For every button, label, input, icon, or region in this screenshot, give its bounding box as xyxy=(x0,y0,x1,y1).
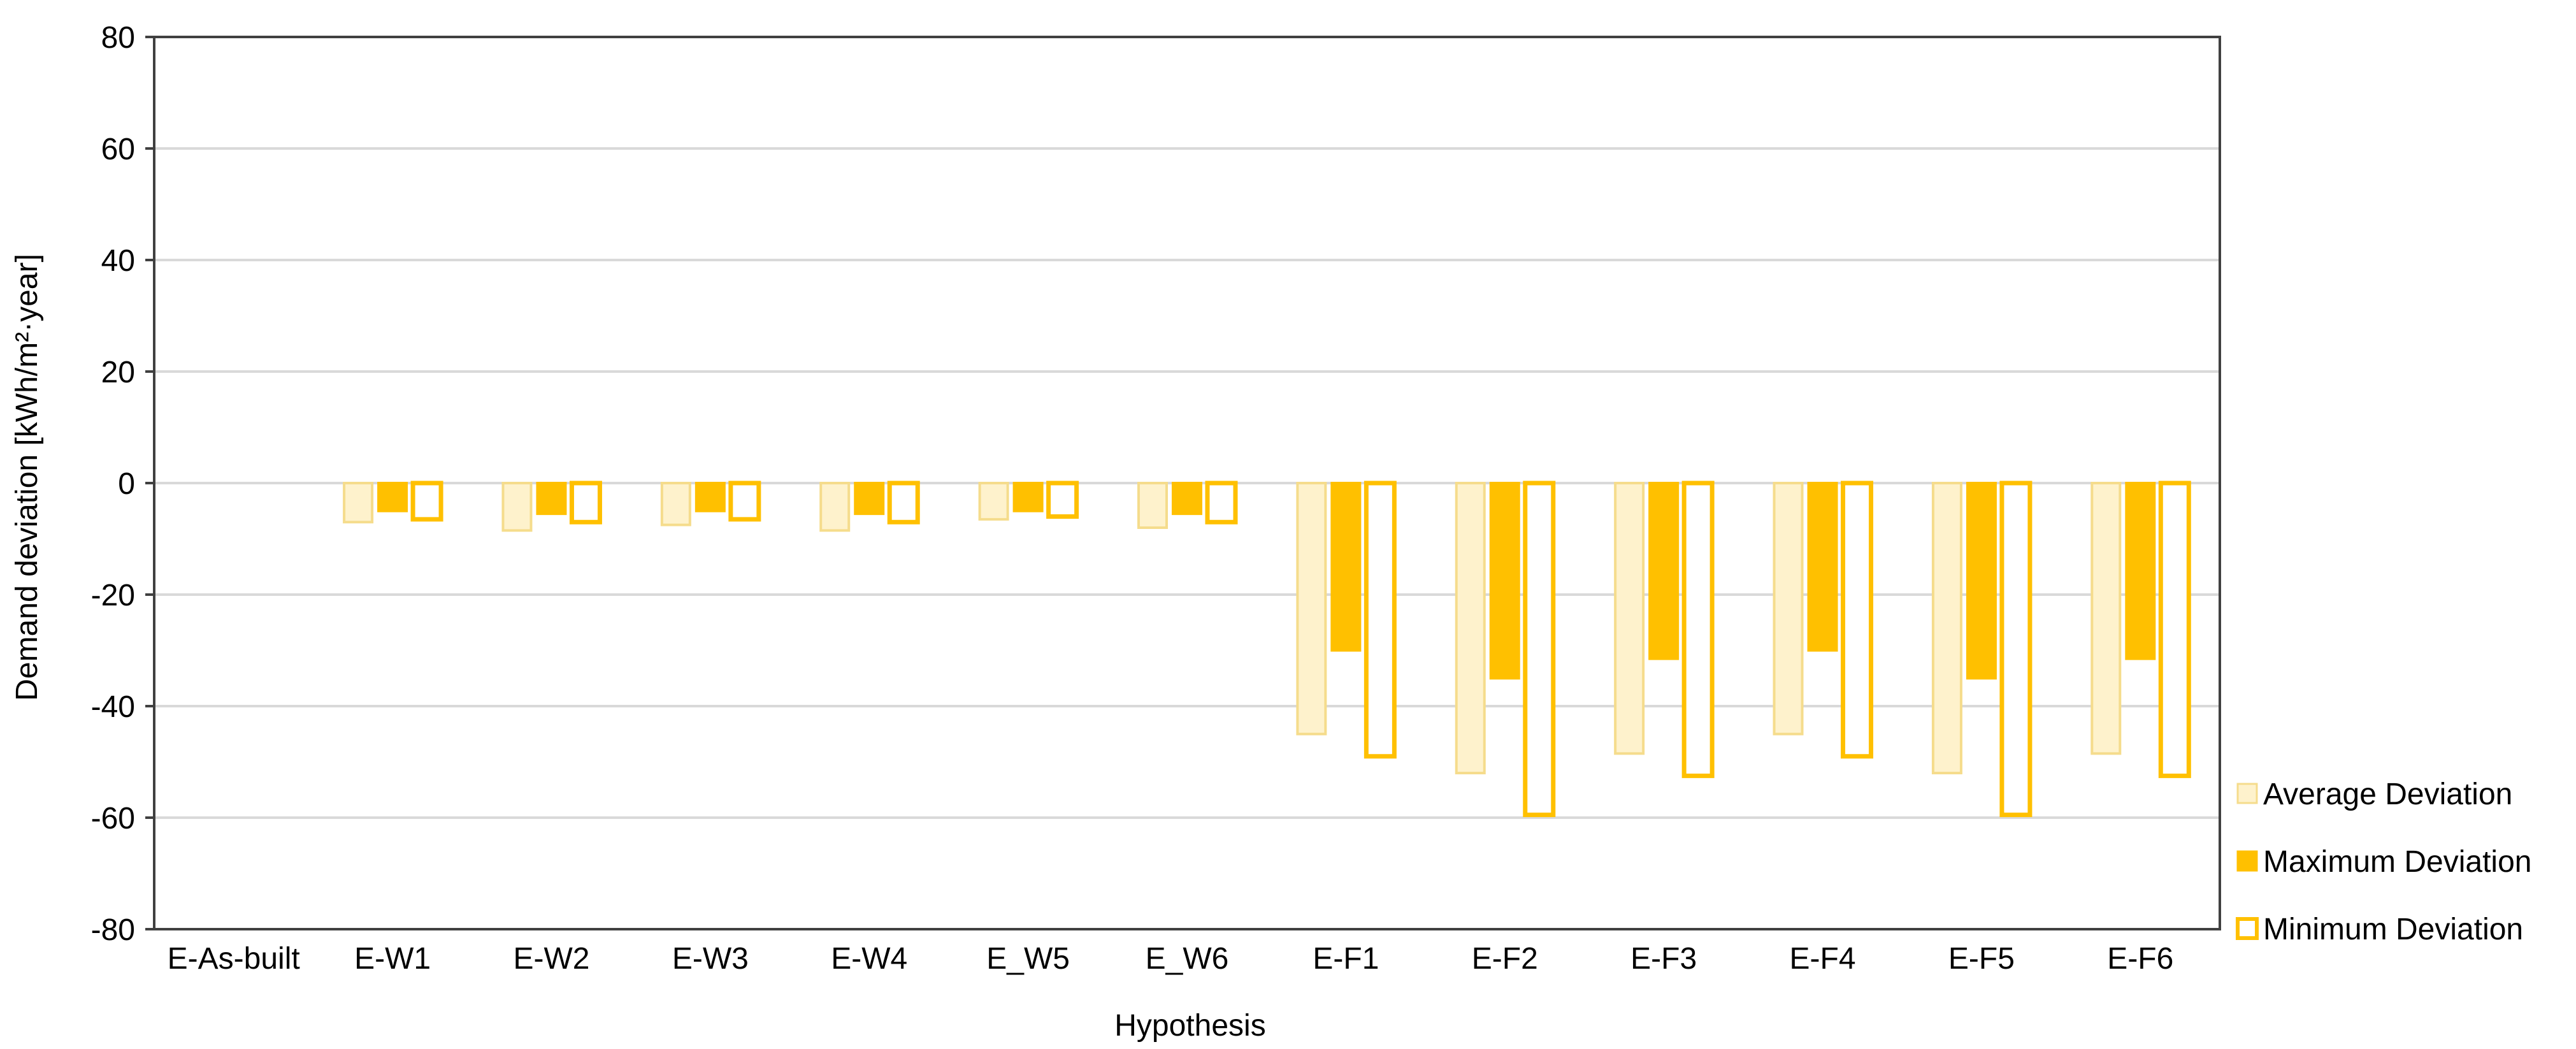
y-tick-label: 80 xyxy=(101,21,135,55)
bar-average-deviation xyxy=(978,482,1009,521)
bar-minimum-deviation xyxy=(1364,481,1397,759)
bar-maximum-deviation xyxy=(1648,482,1680,660)
bar-average-deviation xyxy=(2090,482,2122,755)
x-tick-label: E-F1 xyxy=(1313,942,1379,976)
axes-layer xyxy=(145,36,2221,930)
bar-maximum-deviation xyxy=(1012,482,1044,512)
y-tick-label: -20 xyxy=(91,579,135,612)
bar-minimum-deviation xyxy=(887,481,920,524)
bar-maximum-deviation xyxy=(1489,482,1520,680)
y-tick-label: -80 xyxy=(91,913,135,947)
bar-average-deviation xyxy=(343,482,374,524)
bar-minimum-deviation xyxy=(1046,481,1079,519)
y-tick-label: 40 xyxy=(101,244,135,278)
legend-label: Maximum Deviation xyxy=(2263,845,2531,879)
x-tick-label: E-F2 xyxy=(1472,942,1538,976)
y-tick-label: 0 xyxy=(118,467,135,501)
x-tick-label: E-As-built xyxy=(168,942,300,976)
y-tick-label: 60 xyxy=(101,133,135,166)
x-tick-label: E_W6 xyxy=(1146,942,1229,976)
labels-layer: Hypothesis Demand deviation [kWh/m²·year… xyxy=(10,254,1266,1043)
bar-average-deviation xyxy=(1773,482,1804,735)
bar-maximum-deviation xyxy=(1807,482,1838,652)
bars-layer xyxy=(343,481,2191,818)
x-tick-label: E-W3 xyxy=(672,942,749,976)
x-tick-label: E_W5 xyxy=(986,942,1070,976)
bar-maximum-deviation xyxy=(854,482,885,516)
bar-minimum-deviation xyxy=(1841,481,1874,759)
bar-maximum-deviation xyxy=(694,482,726,512)
bar-maximum-deviation xyxy=(1172,482,1202,516)
bar-average-deviation xyxy=(1614,482,1645,755)
bar-average-deviation xyxy=(1455,482,1486,774)
x-tick-label: E-F6 xyxy=(2107,942,2173,976)
bar-minimum-deviation xyxy=(728,481,761,522)
bar-minimum-deviation xyxy=(2158,481,2191,778)
bar-maximum-deviation xyxy=(1966,482,1997,680)
legend-swatch xyxy=(2236,850,2258,872)
bar-average-deviation xyxy=(501,482,533,532)
bar-minimum-deviation xyxy=(569,481,602,524)
plot-frame xyxy=(153,36,2221,930)
legend-swatch xyxy=(2236,917,2259,940)
x-tick-label: E-W4 xyxy=(831,942,907,976)
y-tick-label: -60 xyxy=(91,802,135,836)
bar-average-deviation xyxy=(1296,482,1327,735)
bar-minimum-deviation xyxy=(1205,481,1238,524)
x-axis-title: Hypothesis xyxy=(1114,1009,1265,1043)
x-tick-label: E-F4 xyxy=(1790,942,1856,976)
bar-average-deviation xyxy=(1137,482,1168,529)
legend-swatch xyxy=(2236,783,2258,804)
ticks-layer: 80 60 40 20 0 -20 -40 -60 -80 E-As-built E-W1 E-W2 E… xyxy=(91,21,2174,976)
bar-average-deviation xyxy=(819,482,851,532)
bar-maximum-deviation xyxy=(2125,482,2156,660)
legend-label: Average Deviation xyxy=(2263,778,2512,811)
bar-maximum-deviation xyxy=(1330,482,1362,652)
y-tick-label: 20 xyxy=(101,356,135,389)
bar-minimum-deviation xyxy=(1523,481,1556,818)
x-tick-label: E-W2 xyxy=(513,942,589,976)
bar-minimum-deviation xyxy=(410,481,443,522)
legend-label: Minimum Deviation xyxy=(2263,913,2523,946)
grid-layer xyxy=(154,147,2220,819)
bar-average-deviation xyxy=(660,482,691,526)
bar-minimum-deviation xyxy=(1999,481,2033,818)
bar-minimum-deviation xyxy=(1681,481,1715,778)
x-tick-label: E-F3 xyxy=(1630,942,1697,976)
bar-average-deviation xyxy=(1931,482,1962,774)
x-tick-label: E-F5 xyxy=(1948,942,2015,976)
bar-maximum-deviation xyxy=(536,482,567,516)
y-tick-label: -40 xyxy=(91,690,135,724)
x-tick-label: E-W1 xyxy=(354,942,431,976)
bar-maximum-deviation xyxy=(377,482,408,512)
legend: Average Deviation Maximum Deviation Minimu… xyxy=(2236,778,2531,946)
y-axis-title: Demand deviation [kWh/m²·year] xyxy=(10,254,44,701)
